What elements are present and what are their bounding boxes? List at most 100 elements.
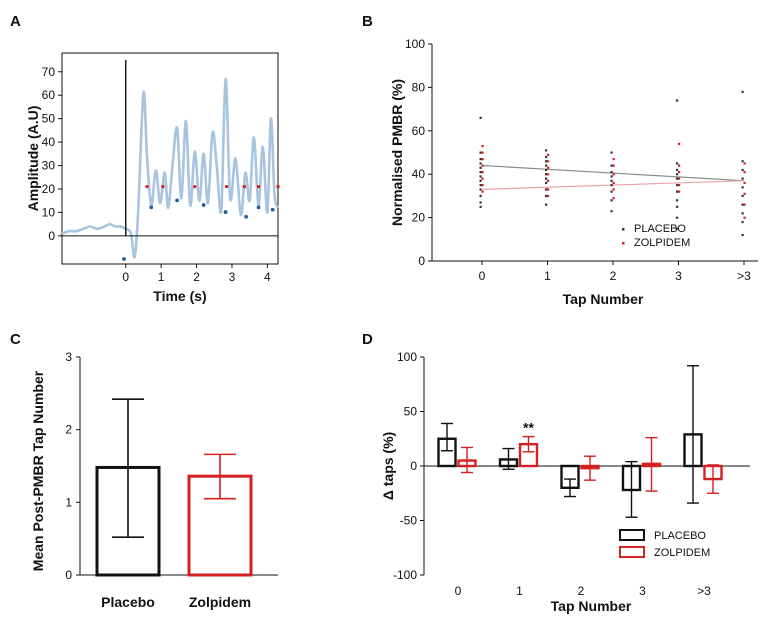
scatter-point-placebo xyxy=(545,194,548,198)
y-tick-label: 40 xyxy=(42,135,56,149)
scatter-point-zolpidem xyxy=(481,177,484,180)
threshold-marker xyxy=(225,185,229,189)
scatter-point-placebo xyxy=(479,205,482,208)
scatter-point-zolpidem xyxy=(481,164,484,167)
scatter-point-zolpidem xyxy=(743,171,746,174)
scatter-point-zolpidem xyxy=(743,216,746,219)
scatter-point-placebo xyxy=(676,168,679,172)
scatter-point-placebo xyxy=(479,194,482,198)
scatter-point-placebo xyxy=(479,201,482,204)
y-tick-label: 2 xyxy=(65,423,72,437)
panel-c-label: C xyxy=(10,331,21,348)
scatter-point-zolpidem xyxy=(481,158,484,161)
threshold-marker xyxy=(257,185,261,189)
scatter-point-placebo xyxy=(610,190,613,193)
y-tick-label: 1 xyxy=(65,495,72,509)
scatter-point-placebo xyxy=(676,205,679,208)
y-tick-label: 40 xyxy=(412,167,426,181)
y-tick-label: 30 xyxy=(42,159,56,173)
scatter-point-placebo xyxy=(545,155,548,159)
scatter-point-zolpidem xyxy=(481,144,484,148)
x-axis-title: Tap Number xyxy=(551,598,632,614)
y-tick-label: 0 xyxy=(410,459,417,473)
scatter-point-placebo xyxy=(741,186,744,189)
scatter-point-placebo xyxy=(676,173,679,176)
legend-marker-zolpidem xyxy=(622,242,625,245)
scatter-point-placebo xyxy=(610,184,613,187)
y-axis-title: Amplitude (A.U) xyxy=(25,106,41,212)
scatter-point-zolpidem xyxy=(547,173,550,176)
scatter-point-placebo xyxy=(676,177,679,180)
scatter-point-zolpidem xyxy=(612,164,615,167)
x-tick-label: 2 xyxy=(193,270,200,284)
x-tick-label: Placebo xyxy=(101,594,155,610)
trough-marker xyxy=(223,210,228,214)
scatter-point-placebo xyxy=(610,171,613,174)
y-tick-label: 80 xyxy=(412,80,426,94)
scatter-point-placebo xyxy=(741,160,744,163)
y-axis-title: Mean Post-PMBR Tap Number xyxy=(30,370,46,571)
scatter-point-zolpidem xyxy=(547,153,550,156)
scatter-point-placebo xyxy=(676,199,679,202)
scatter-point-placebo xyxy=(545,188,548,191)
y-tick-label: 60 xyxy=(42,88,56,102)
scatter-point-placebo xyxy=(676,227,679,230)
scatter-point-placebo xyxy=(479,188,482,191)
scatter-point-placebo xyxy=(676,216,679,219)
scatter-point-placebo xyxy=(741,177,744,180)
panel-c: C 0 1 2 3 Placebo Zolpidem Mean Post-PMBR Tap … xyxy=(10,331,278,610)
scatter-point-zolpidem xyxy=(678,184,681,187)
x-tick-label: 3 xyxy=(675,269,682,283)
plot-frame xyxy=(61,52,279,265)
trough-marker xyxy=(201,203,206,207)
scatter-point-placebo xyxy=(545,149,548,152)
scatter-point-zolpidem xyxy=(547,188,550,191)
y-tick-label: 0 xyxy=(65,568,72,582)
scatter-point-placebo xyxy=(479,171,482,174)
legend-label-zolpidem: ZOLPIDEM xyxy=(634,237,690,249)
signal-line xyxy=(61,77,280,259)
x-tick-label: 1 xyxy=(544,269,551,283)
scatter-point-zolpidem xyxy=(481,184,484,187)
scatter-point-zolpidem xyxy=(547,160,550,163)
scatter-point-placebo xyxy=(610,210,613,213)
scatter-point-placebo xyxy=(741,168,744,172)
panel-a: A 0 10 20 30 40 50 60 70 0 1 2 3 4 Time (s) Amplitude … xyxy=(10,13,280,304)
y-tick-label: 60 xyxy=(412,124,426,138)
y-axis-title: Δ taps (%) xyxy=(380,432,396,500)
x-axis-title: Time (s) xyxy=(153,288,206,304)
scatter-point-placebo xyxy=(676,162,679,165)
x-tick-label: 2 xyxy=(578,584,585,598)
scatter-point-placebo xyxy=(741,203,744,206)
panel-a-label: A xyxy=(10,13,21,30)
y-tick-label: 20 xyxy=(412,211,426,225)
significance-annotation: ** xyxy=(523,420,534,436)
panel-b-label: B xyxy=(362,13,373,30)
scatter-point-zolpidem xyxy=(678,177,681,180)
y-axis-title: Normalised PMBR (%) xyxy=(389,79,405,226)
trend-line-placebo xyxy=(481,164,745,182)
legend-label-placebo: PLACEBO xyxy=(654,530,706,542)
scatter-point-placebo xyxy=(545,168,548,172)
scatter-point-placebo xyxy=(610,199,613,202)
scatter-point-zolpidem xyxy=(743,162,746,165)
scatter-point-placebo xyxy=(741,220,744,224)
scatter-point-placebo xyxy=(545,203,548,206)
scatter-point-placebo xyxy=(610,179,613,182)
scatter-point-zolpidem xyxy=(547,179,550,182)
scatter-point-zolpidem xyxy=(547,194,550,198)
scatter-point-zolpidem xyxy=(612,188,615,191)
x-tick-label: 0 xyxy=(479,269,486,283)
y-tick-label: 100 xyxy=(405,37,425,51)
scatter-point-placebo xyxy=(676,184,679,187)
scatter-point-placebo xyxy=(479,158,482,161)
trough-marker xyxy=(244,214,249,219)
x-tick-label: 3 xyxy=(229,270,236,284)
scatter-point-placebo xyxy=(741,90,744,93)
legend-label-placebo: PLACEBO xyxy=(634,223,686,235)
scatter-point-placebo xyxy=(545,160,548,163)
scatter-point-zolpidem xyxy=(612,197,615,200)
scatter-point-placebo xyxy=(545,181,548,185)
trough-marker xyxy=(149,205,154,210)
scatter-point-placebo xyxy=(479,179,482,182)
